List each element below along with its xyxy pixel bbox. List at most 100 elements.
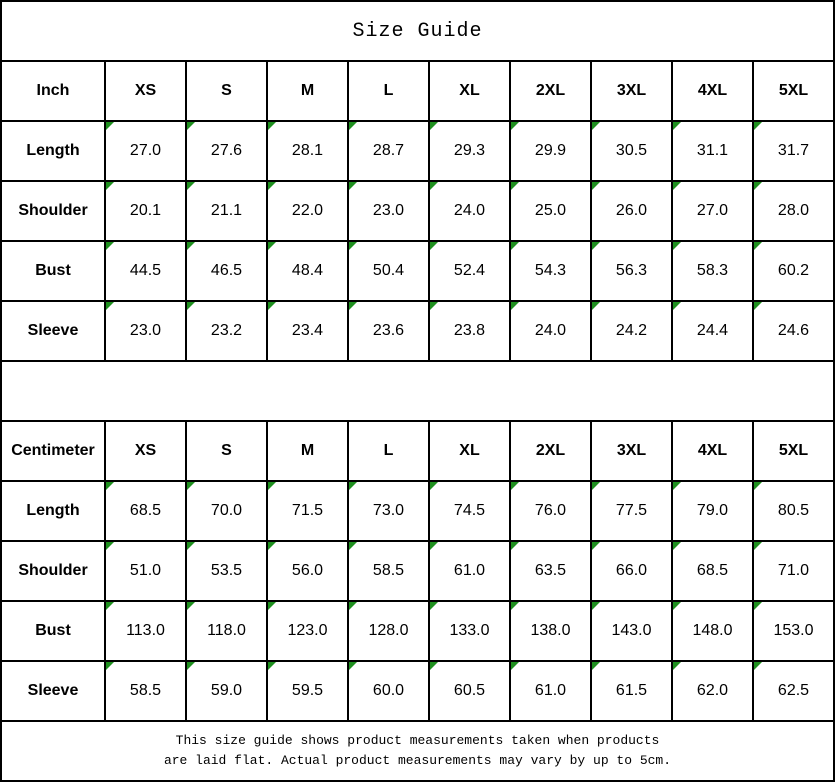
measurement-value: 60.2 <box>777 262 810 279</box>
measurement-cell: 68.5 <box>104 482 185 540</box>
measurement-value: 60.5 <box>453 682 486 699</box>
comment-marker-icon <box>430 602 438 610</box>
title-band: Size Guide <box>2 2 833 60</box>
measurement-cell: 53.5 <box>185 542 266 600</box>
measurement-value: 74.5 <box>453 502 486 519</box>
comment-marker-icon <box>754 302 762 310</box>
measurement-cell: 80.5 <box>752 482 833 540</box>
measurement-value: 29.3 <box>453 142 486 159</box>
measurement-cell: 71.5 <box>266 482 347 540</box>
measurement-cell: 29.9 <box>509 122 590 180</box>
measurement-cell: 74.5 <box>428 482 509 540</box>
measurement-cell: 61.0 <box>428 542 509 600</box>
measurement-cell: 44.5 <box>104 242 185 300</box>
measurement-value: 63.5 <box>534 562 567 579</box>
measurement-value: 44.5 <box>129 262 162 279</box>
measurement-cell: 56.0 <box>266 542 347 600</box>
measurement-value: 68.5 <box>129 502 162 519</box>
measurement-cell: 128.0 <box>347 602 428 660</box>
measurement-value: 29.9 <box>534 142 567 159</box>
comment-marker-icon <box>592 662 600 670</box>
measurement-value: 68.5 <box>696 562 729 579</box>
measurement-value: 113.0 <box>126 622 165 639</box>
table-row: Shoulder 20.1 21.1 22.0 23.0 24.0 25.0 26.0 27.0… <box>2 180 833 240</box>
measurement-value: 60.0 <box>372 682 405 699</box>
measurement-cell: 31.1 <box>671 122 752 180</box>
comment-marker-icon <box>673 542 681 550</box>
measurement-value: 54.3 <box>534 262 567 279</box>
measurement-value: 62.5 <box>777 682 810 699</box>
measurement-value: 23.4 <box>291 322 324 339</box>
measurement-value: 59.0 <box>210 682 243 699</box>
measurement-value: 31.7 <box>777 142 810 159</box>
comment-marker-icon <box>754 242 762 250</box>
comment-marker-icon <box>187 542 195 550</box>
comment-marker-icon <box>268 542 276 550</box>
measurement-cell: 29.3 <box>428 122 509 180</box>
measurement-cell: 23.6 <box>347 302 428 360</box>
comment-marker-icon <box>754 482 762 490</box>
size-header-cell: M <box>266 422 347 480</box>
table-row: Sleeve 23.0 23.2 23.4 23.6 23.8 24.0 24.2 24.4 24… <box>2 300 833 360</box>
measurement-value: 27.6 <box>210 142 243 159</box>
size-header-cell: L <box>347 62 428 120</box>
measurement-cell: 54.3 <box>509 242 590 300</box>
size-header-cell: XS <box>104 422 185 480</box>
measurement-value: 153.0 <box>773 622 814 639</box>
comment-marker-icon <box>106 242 114 250</box>
measurement-cell: 20.1 <box>104 182 185 240</box>
comment-marker-icon <box>511 122 519 130</box>
comment-marker-icon <box>430 542 438 550</box>
measurement-value: 61.5 <box>615 682 648 699</box>
row-label-cell: Bust <box>35 622 71 639</box>
size-header-cell: 2XL <box>509 62 590 120</box>
measurement-value: 50.4 <box>372 262 405 279</box>
spacer-row <box>2 360 833 420</box>
measurement-value: 148.0 <box>692 622 733 639</box>
comment-marker-icon <box>754 122 762 130</box>
measurement-value: 71.5 <box>291 502 324 519</box>
measurement-cell: 62.5 <box>752 662 833 720</box>
measurement-cell: 24.2 <box>590 302 671 360</box>
table-row: Sleeve 58.5 59.0 59.5 60.0 60.5 61.0 61.5 62.0 62… <box>2 660 833 720</box>
measurement-cell: 23.2 <box>185 302 266 360</box>
comment-marker-icon <box>349 242 357 250</box>
comment-marker-icon <box>187 602 195 610</box>
measurement-cell: 70.0 <box>185 482 266 540</box>
comment-marker-icon <box>349 182 357 190</box>
size-header-cell: S <box>185 422 266 480</box>
comment-marker-icon <box>106 662 114 670</box>
measurement-value: 56.3 <box>615 262 648 279</box>
measurement-value: 26.0 <box>615 202 648 219</box>
comment-marker-icon <box>754 542 762 550</box>
measurement-cell: 73.0 <box>347 482 428 540</box>
measurement-cell: 61.0 <box>509 662 590 720</box>
measurement-value: 25.0 <box>534 202 567 219</box>
measurement-value: 28.0 <box>777 202 810 219</box>
measurement-cell: 26.0 <box>590 182 671 240</box>
size-header-cell: L <box>347 422 428 480</box>
comment-marker-icon <box>592 302 600 310</box>
measurement-cell: 23.4 <box>266 302 347 360</box>
measurement-cell: 51.0 <box>104 542 185 600</box>
measurement-cell: 24.6 <box>752 302 833 360</box>
page-title: Size Guide <box>352 19 483 43</box>
comment-marker-icon <box>430 122 438 130</box>
measurement-cell: 27.0 <box>671 182 752 240</box>
measurement-cell: 50.4 <box>347 242 428 300</box>
measurement-value: 133.0 <box>449 622 490 639</box>
measurement-value: 76.0 <box>534 502 567 519</box>
comment-marker-icon <box>187 182 195 190</box>
size-header-cell: 4XL <box>671 422 752 480</box>
comment-marker-icon <box>430 182 438 190</box>
comment-marker-icon <box>511 482 519 490</box>
measurement-cell: 24.0 <box>428 182 509 240</box>
measurement-value: 53.5 <box>210 562 243 579</box>
measurement-value: 73.0 <box>372 502 405 519</box>
comment-marker-icon <box>268 122 276 130</box>
comment-marker-icon <box>592 182 600 190</box>
comment-marker-icon <box>430 482 438 490</box>
measurement-value: 66.0 <box>615 562 648 579</box>
measurement-value: 28.1 <box>291 142 324 159</box>
